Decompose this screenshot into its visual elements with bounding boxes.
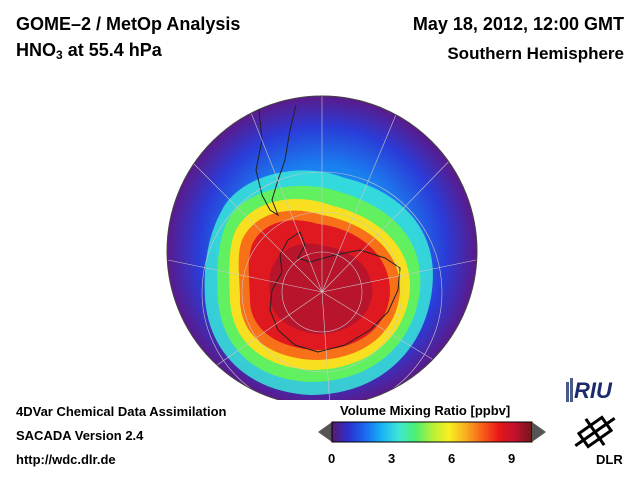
footer-line1: 4DVar Chemical Data Assimilation: [16, 404, 227, 419]
region: Southern Hemisphere: [447, 44, 624, 63]
colorbar-title: Volume Mixing Ratio [ppbv]: [340, 403, 511, 418]
riu-logo-text: RIU: [574, 378, 613, 403]
colorbar-min-arrow: [318, 422, 332, 442]
hemisphere-map: [166, 95, 478, 400]
colorbar-tick-3: 9: [508, 451, 516, 466]
species-level: HNO3 at 55.4 hPa: [16, 40, 162, 62]
datetime: May 18, 2012, 12:00 GMT: [412, 14, 624, 34]
colorbar-tick-0: 0: [328, 451, 336, 466]
australia-coastline: [467, 149, 477, 201]
dlr-logo: DLR: [574, 415, 623, 467]
graticule: [167, 96, 477, 400]
antarctica-coastline: [269, 231, 401, 353]
footer-url[interactable]: http://wdc.dlr.de: [16, 452, 116, 467]
globe-outline: [166, 95, 478, 400]
colorbar: [318, 421, 546, 443]
colorbar-tick-1: 3: [388, 451, 396, 466]
dlr-logo-text: DLR: [596, 452, 623, 467]
colorbar-max-arrow: [532, 422, 546, 442]
south-america-coastline: [255, 99, 297, 217]
title: GOME–2 / MetOp Analysis: [16, 14, 241, 34]
colorbar-ramp: [331, 421, 533, 443]
riu-logo: RIU: [566, 378, 613, 403]
colorbar-tick-2: 6: [448, 451, 456, 466]
footer-line2: SACADA Version 2.4: [16, 428, 144, 443]
